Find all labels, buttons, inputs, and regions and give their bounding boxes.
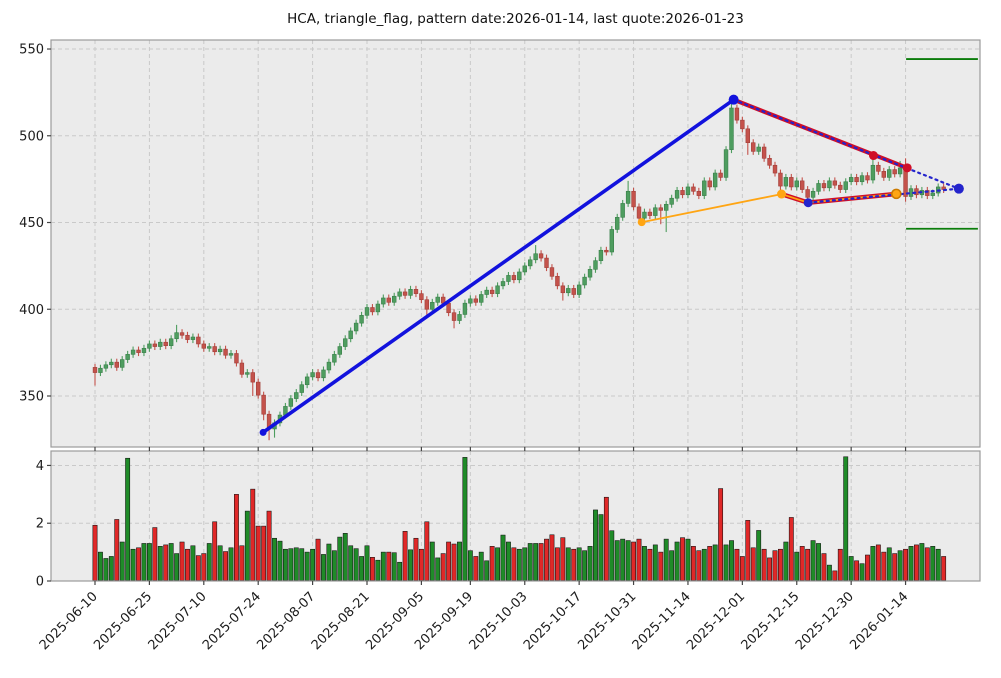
pattern-marker (953, 183, 964, 194)
level-lines (906, 58, 978, 230)
pattern-marker (803, 198, 813, 208)
pattern-marker (777, 189, 787, 199)
price-axis-labels: 350 400 450 500 550 (19, 43, 51, 404)
pattern-marker (637, 218, 646, 227)
volume-axis-labels: 0 2 4 (36, 459, 51, 590)
axes (50, 39, 981, 582)
volume-bars (92, 456, 947, 581)
price-tick-label: 350 (19, 389, 44, 404)
pattern-marker (902, 163, 912, 173)
pattern-lines (261, 97, 960, 435)
price-tick-label: 450 (19, 216, 44, 231)
date-tick-label: 2026-01-14 (847, 589, 911, 653)
pattern-marker (728, 94, 739, 105)
pattern-marker (868, 151, 878, 161)
volume-tick-label: 4 (36, 459, 44, 474)
plot-backgrounds (51, 40, 980, 581)
price-tick-label: 400 (19, 303, 44, 318)
price-tick-label: 500 (19, 129, 44, 144)
volume-tick-label: 0 (36, 575, 44, 590)
volume-tick-label: 2 (36, 517, 44, 532)
pattern-marker (891, 188, 902, 200)
price-tick-label: 550 (19, 43, 44, 58)
chart-title: HCA, triangle_flag, pattern date:2026-01… (287, 11, 744, 27)
pattern-marker (259, 428, 267, 436)
pattern-markers (259, 94, 964, 436)
